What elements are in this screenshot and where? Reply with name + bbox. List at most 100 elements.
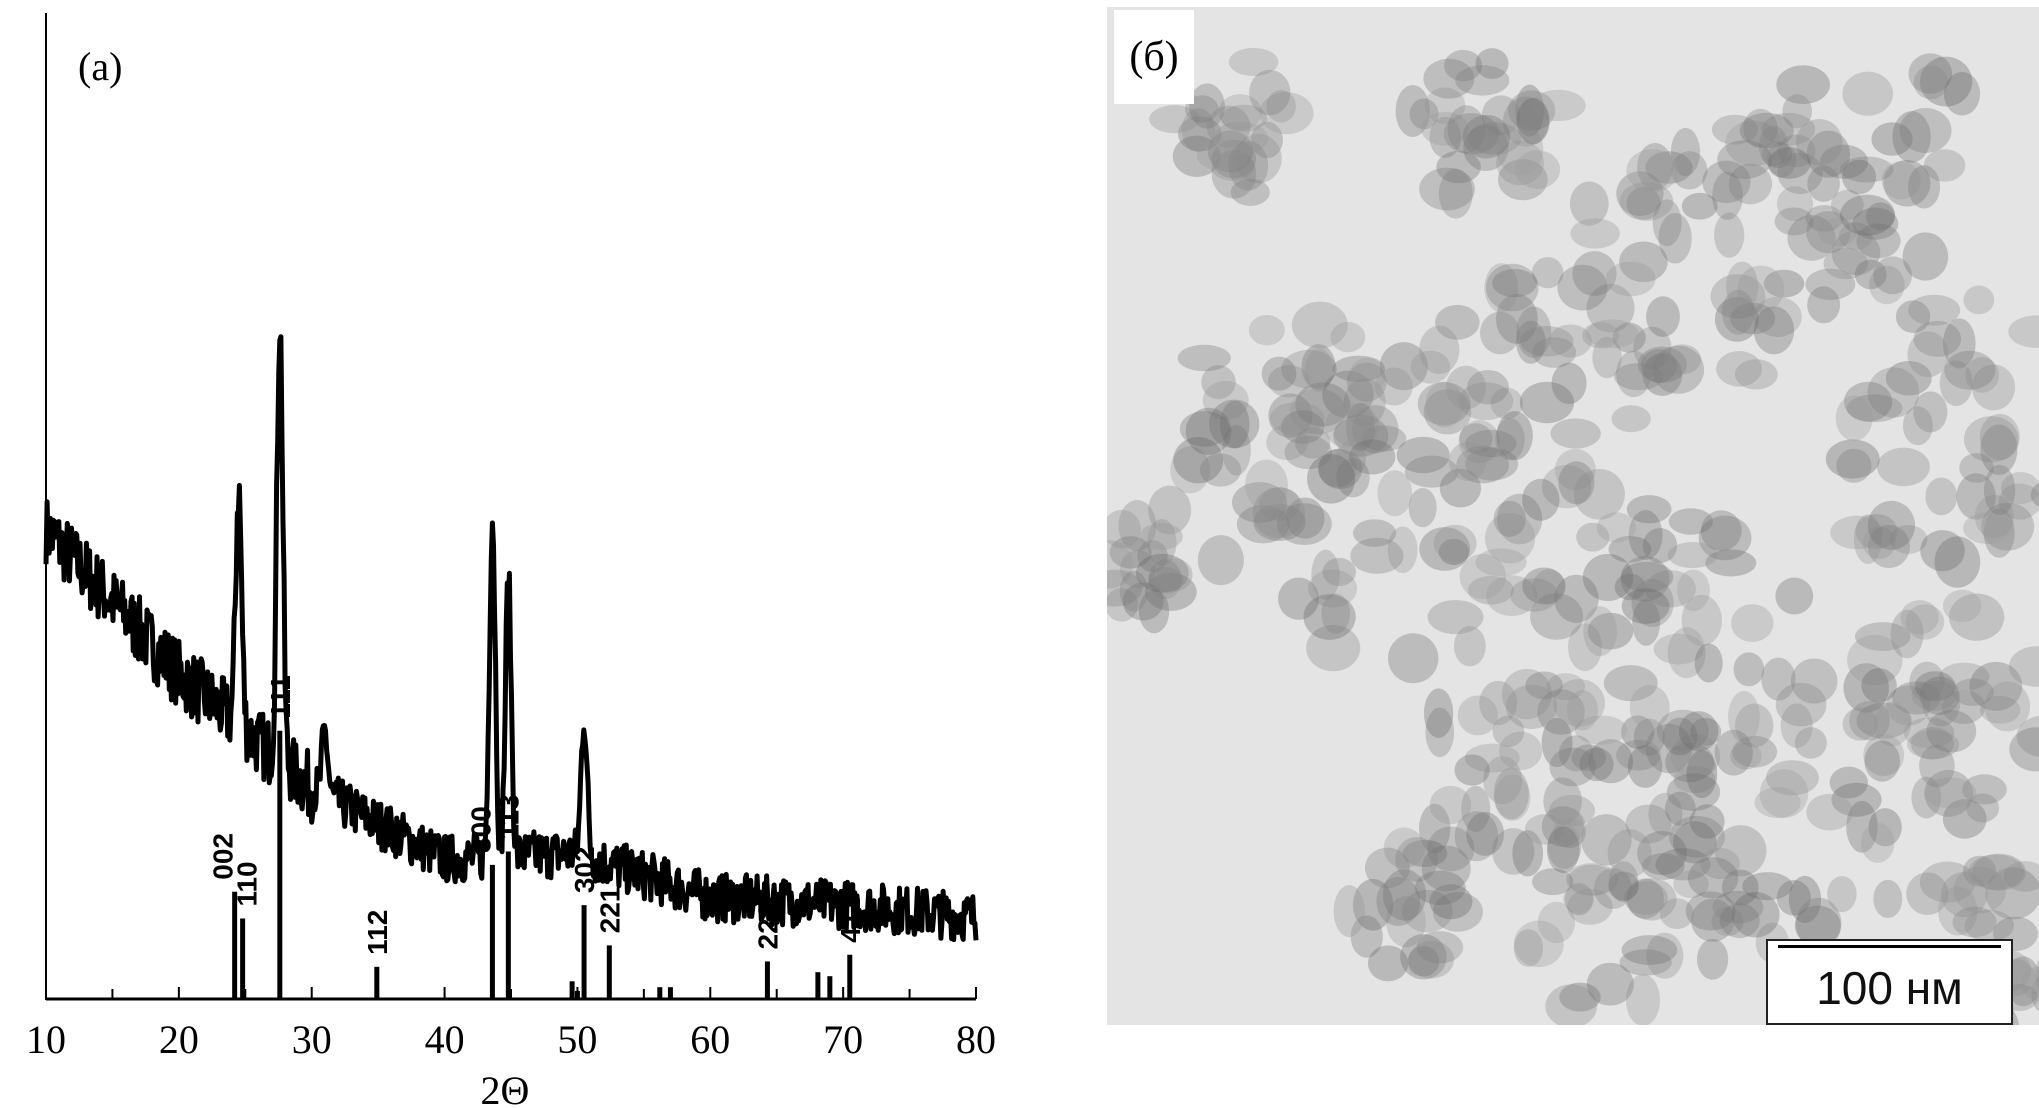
nanoparticle <box>1285 497 1325 539</box>
nanoparticle <box>1410 350 1451 384</box>
nanoparticle <box>1959 453 1994 483</box>
nanoparticle <box>1564 883 1594 916</box>
nanoparticle <box>1554 448 1596 491</box>
nanoparticle <box>1425 381 1464 428</box>
nanoparticle <box>1700 847 1740 880</box>
nanoparticle <box>1109 536 1152 569</box>
nanoparticle <box>1436 150 1481 184</box>
nanoparticle <box>1571 744 1607 771</box>
nanoparticle <box>1494 774 1531 821</box>
nanoparticle <box>1841 159 1876 195</box>
nanoparticle <box>1632 599 1661 646</box>
nanoparticle <box>1346 362 1387 402</box>
nanoparticle <box>1230 178 1270 206</box>
nanoparticle <box>1424 87 1466 124</box>
nanoparticle <box>1419 325 1460 375</box>
nanoparticle <box>1553 679 1606 727</box>
nanoparticle <box>1794 905 1841 946</box>
nanoparticle <box>1974 494 2014 539</box>
nanoparticle <box>1173 437 1224 484</box>
nanoparticle <box>1667 541 1718 569</box>
nanoparticle <box>1107 569 1143 607</box>
nanoparticle <box>1671 151 1708 190</box>
nanoparticle <box>1550 418 1601 449</box>
nanoparticle <box>1514 150 1561 189</box>
nanoparticle <box>1956 473 1996 520</box>
nanoparticle <box>1941 871 1988 918</box>
nanoparticle <box>1853 514 1882 565</box>
nanoparticle <box>1836 448 1872 483</box>
nanoparticle <box>1659 898 1694 930</box>
nanoparticle <box>1775 577 1814 615</box>
nanoparticle <box>1427 826 1475 872</box>
nanoparticle <box>1827 875 1857 913</box>
x-tick-label: 60 <box>690 1017 730 1062</box>
nanoparticle <box>1963 416 2019 463</box>
nanoparticle <box>1387 526 1418 574</box>
nanoparticle <box>1485 263 1539 312</box>
nanoparticle <box>1541 806 1585 847</box>
nanoparticle <box>1776 186 1814 222</box>
nanoparticle <box>1481 95 1521 136</box>
nanoparticle <box>1202 380 1249 420</box>
nanoparticle <box>1873 256 1913 295</box>
scale-bar-line <box>1778 945 2001 948</box>
nanoparticle <box>1510 578 1559 612</box>
nanoparticle <box>1432 892 1484 932</box>
nanoparticle <box>1199 453 1242 487</box>
nanoparticle <box>1807 286 1841 324</box>
nanoparticle <box>1492 269 1538 298</box>
nanoparticle <box>1965 357 2000 393</box>
nanoparticle <box>1276 503 1332 546</box>
nanoparticle <box>1532 337 1577 368</box>
nanoparticle <box>1464 743 1520 773</box>
nanoparticle <box>1806 793 1854 831</box>
nanoparticle <box>1953 866 2007 914</box>
nanoparticle <box>1231 482 1287 523</box>
nanoparticle <box>1425 707 1455 758</box>
nanoparticle <box>1516 306 1552 358</box>
nanoparticle <box>1177 344 1231 372</box>
nanoparticle <box>1626 878 1677 921</box>
nanoparticle <box>1806 210 1851 254</box>
nanoparticle <box>1644 570 1696 608</box>
nanoparticle <box>1515 84 1545 137</box>
nanoparticle <box>1484 263 1519 313</box>
nanoparticle <box>1796 119 1843 166</box>
nanoparticle <box>1829 766 1868 799</box>
nanoparticle <box>1585 319 1639 349</box>
nanoparticle <box>1181 108 1215 153</box>
nanoparticle <box>1586 962 1634 1006</box>
nanoparticle <box>1777 152 1823 195</box>
nanoparticle <box>1567 888 1613 925</box>
nanoparticle <box>1570 218 1620 249</box>
stick-label: 002 <box>208 833 239 880</box>
nanoparticle <box>1939 662 1990 691</box>
nanoparticle <box>1637 143 1673 191</box>
nanoparticle <box>2030 482 2039 508</box>
nanoparticle <box>1119 570 1148 612</box>
nanoparticle <box>1903 717 1955 749</box>
nanoparticle <box>1465 429 1517 458</box>
nanoparticle <box>1806 130 1851 178</box>
nanoparticle <box>1322 557 1356 587</box>
x-tick-label: 10 <box>26 1017 66 1062</box>
nanoparticle <box>1641 853 1685 880</box>
nanoparticle <box>1780 703 1813 748</box>
nanoparticle <box>1336 458 1370 498</box>
nanoparticle <box>1189 83 1225 129</box>
nanoparticle <box>1919 744 1955 788</box>
nanoparticle <box>1717 140 1773 180</box>
nanoparticle <box>1228 140 1269 191</box>
nanoparticle <box>1847 634 1903 686</box>
nanoparticle <box>1462 114 1511 159</box>
nanoparticle <box>1249 69 1291 116</box>
nanoparticle <box>1702 160 1751 204</box>
nanoparticle <box>1429 785 1472 825</box>
nanoparticle <box>1924 777 1977 809</box>
nanoparticle <box>1658 212 1692 264</box>
nanoparticle <box>1421 845 1471 892</box>
nanoparticle <box>1284 435 1333 470</box>
scale-bar: 100 нм <box>1766 939 2013 1025</box>
nanoparticle <box>1588 739 1634 784</box>
